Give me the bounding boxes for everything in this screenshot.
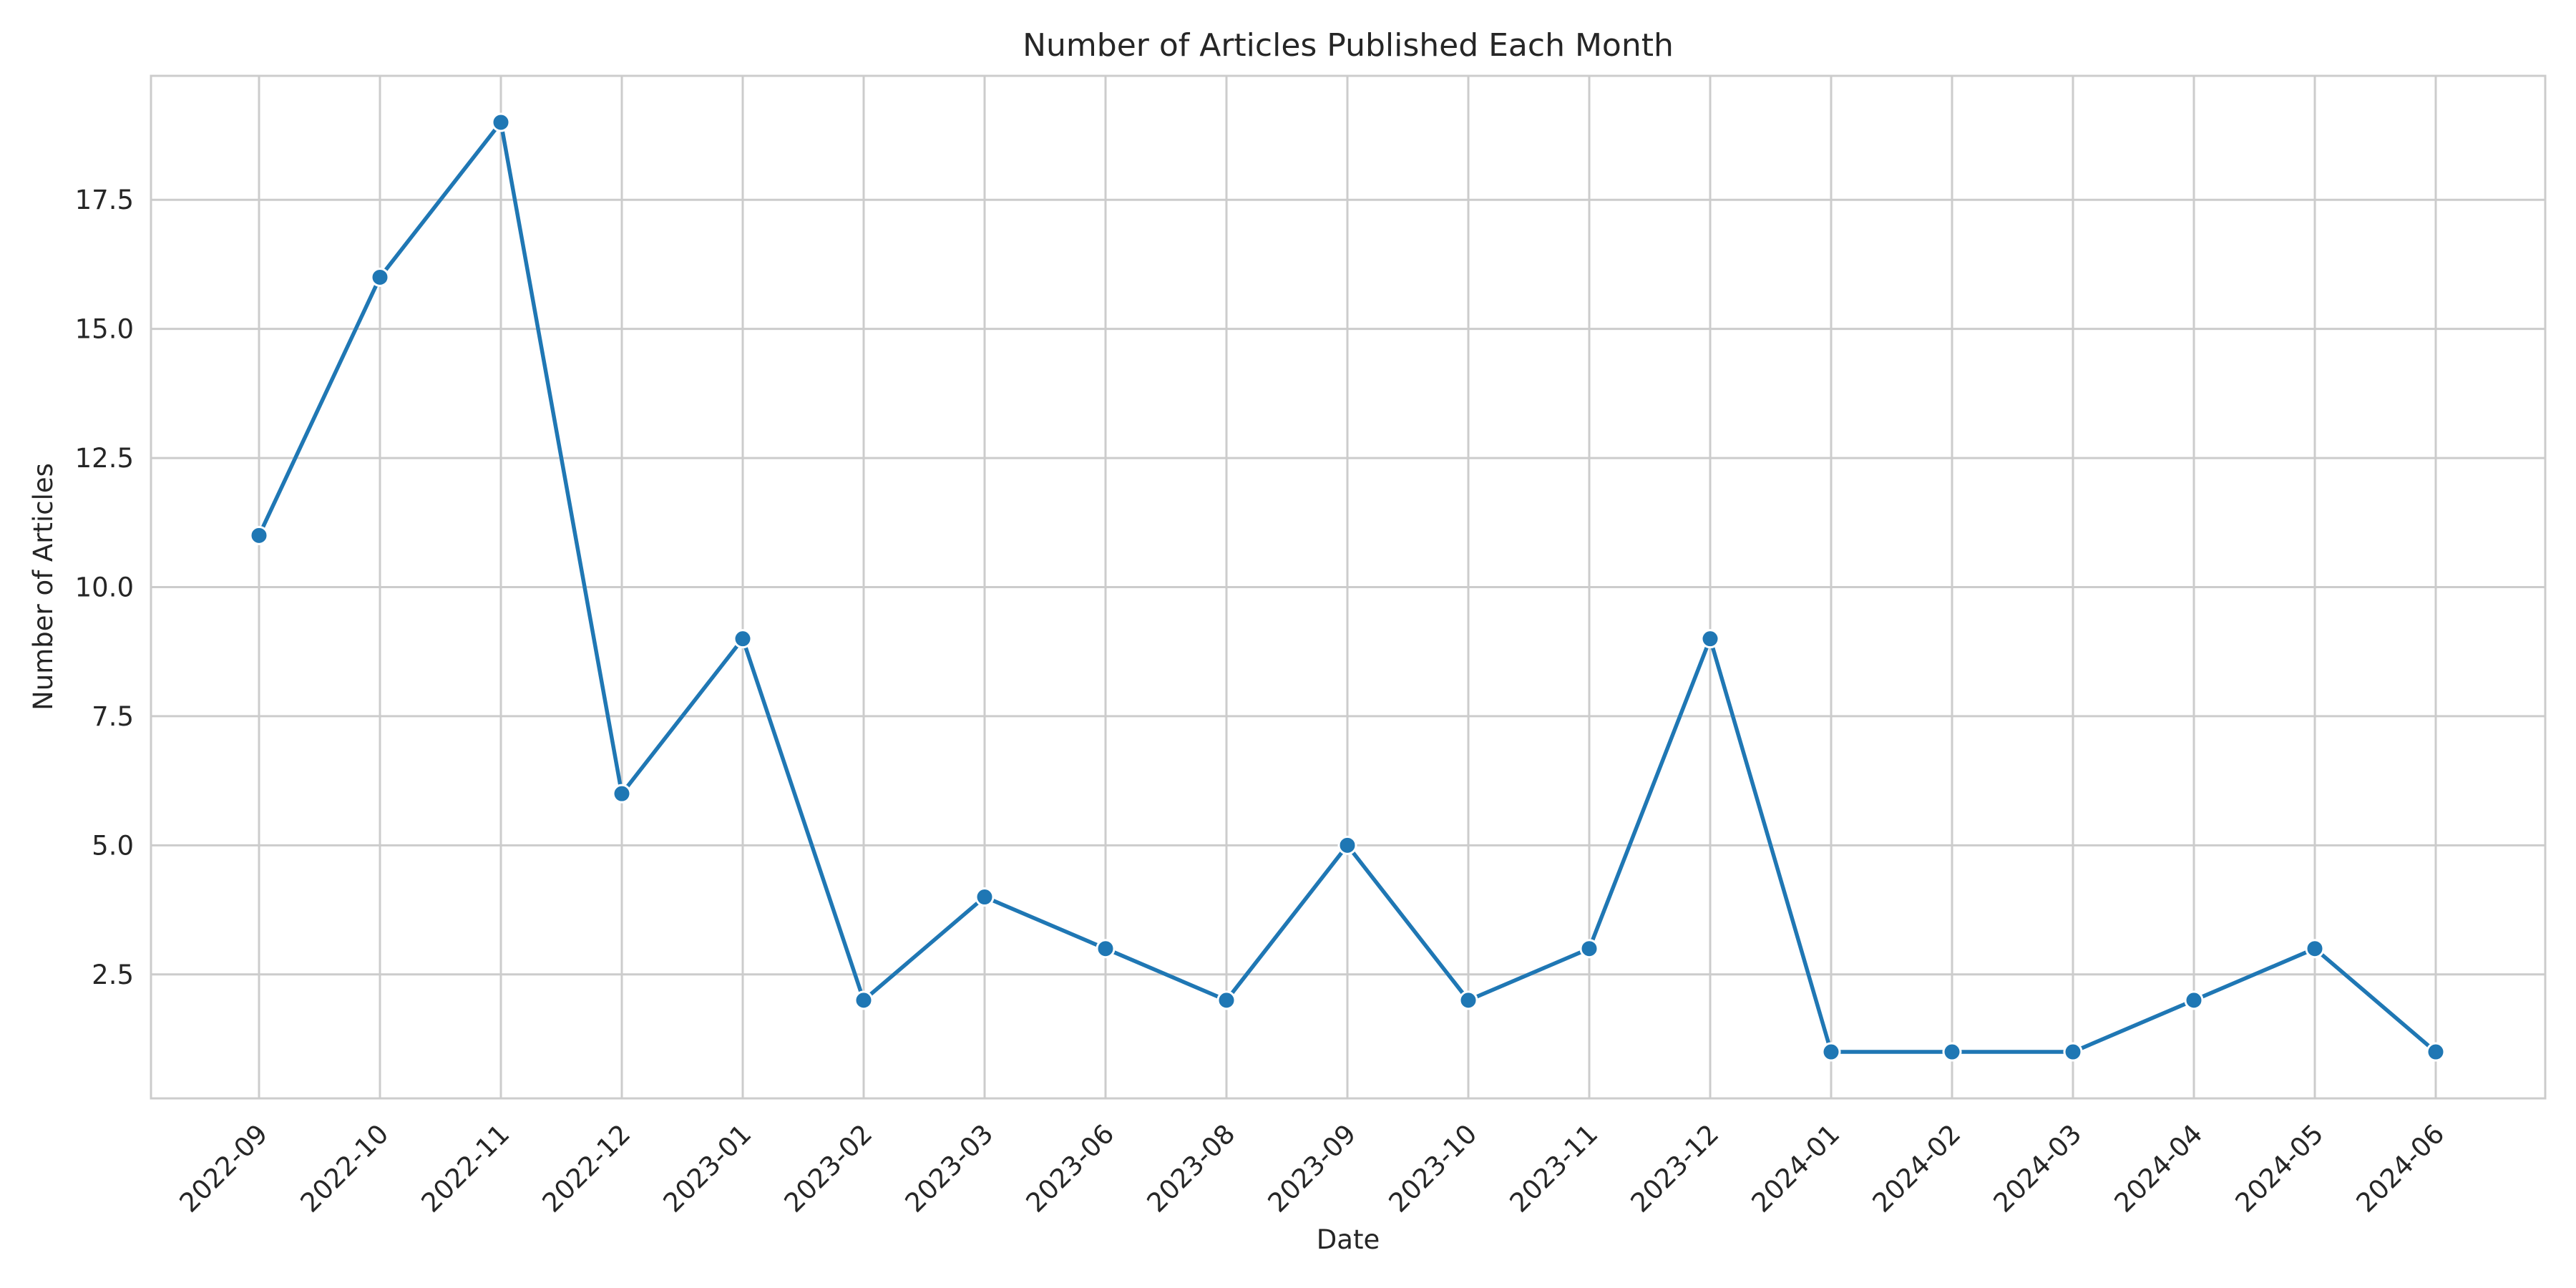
y-tick-label: 5.0: [92, 830, 134, 861]
data-point: [1942, 1042, 1962, 1062]
data-point: [249, 525, 269, 545]
x-tick-label: 2024-04: [2109, 1118, 2209, 1219]
data-point: [491, 112, 511, 132]
x-tick-label: 2023-09: [1262, 1118, 1362, 1219]
data-point: [1458, 990, 1478, 1010]
grid-layer: [151, 76, 2545, 1098]
x-tick-label: 2023-01: [658, 1118, 758, 1219]
data-point: [1579, 939, 1599, 959]
y-tick-label: 15.0: [75, 314, 134, 345]
x-tick-label: 2022-09: [174, 1118, 274, 1219]
data-point: [2305, 939, 2325, 959]
x-tick-label: 2024-02: [1867, 1118, 1967, 1219]
data-point: [1700, 629, 1720, 649]
x-tick-label: 2023-11: [1504, 1118, 1604, 1219]
y-tick-label: 12.5: [75, 443, 134, 474]
data-point: [2063, 1042, 2083, 1062]
y-tick-label: 2.5: [92, 960, 134, 990]
x-tick-label: 2023-12: [1625, 1118, 1725, 1219]
data-point: [975, 887, 995, 907]
data-point: [733, 629, 753, 649]
data-point: [854, 990, 874, 1010]
x-tick-label: 2023-02: [779, 1118, 879, 1219]
y-tick-label: 7.5: [92, 701, 134, 732]
x-tick-label: 2023-06: [1020, 1118, 1121, 1219]
data-point: [612, 784, 632, 804]
x-tick-label: 2024-06: [2351, 1118, 2451, 1219]
y-axis-label: Number of Articles: [28, 463, 59, 711]
x-tick-label: 2024-05: [2230, 1118, 2330, 1219]
x-tick-label: 2022-12: [537, 1118, 637, 1219]
data-point: [370, 267, 390, 287]
data-point: [1821, 1042, 1841, 1062]
x-tick-label: 2022-11: [416, 1118, 516, 1219]
y-tick-label: 17.5: [75, 185, 134, 215]
series-layer: [249, 112, 2446, 1062]
data-point: [2426, 1042, 2446, 1062]
x-tick-label: 2023-03: [899, 1118, 1000, 1219]
x-tick-label: 2024-01: [1746, 1118, 1846, 1219]
x-tick-label: 2023-08: [1141, 1118, 1241, 1219]
tick-layer: 2022-09 2022-10 2022-11 2022-12 2023-01 2023-…: [75, 185, 2451, 1218]
x-axis-label: Date: [1317, 1224, 1380, 1255]
data-point: [1096, 939, 1116, 959]
x-tick-label: 2023-10: [1383, 1118, 1483, 1219]
x-tick-label: 2022-10: [295, 1118, 395, 1219]
data-point: [1337, 835, 1357, 855]
x-tick-label: 2024-03: [1988, 1118, 2088, 1219]
plot-frame: [150, 74, 2547, 1100]
data-point: [1216, 990, 1236, 1010]
y-tick-label: 10.0: [75, 572, 134, 603]
data-point: [2184, 990, 2204, 1010]
chart-title: Number of Articles Published Each Month: [1023, 27, 1674, 64]
